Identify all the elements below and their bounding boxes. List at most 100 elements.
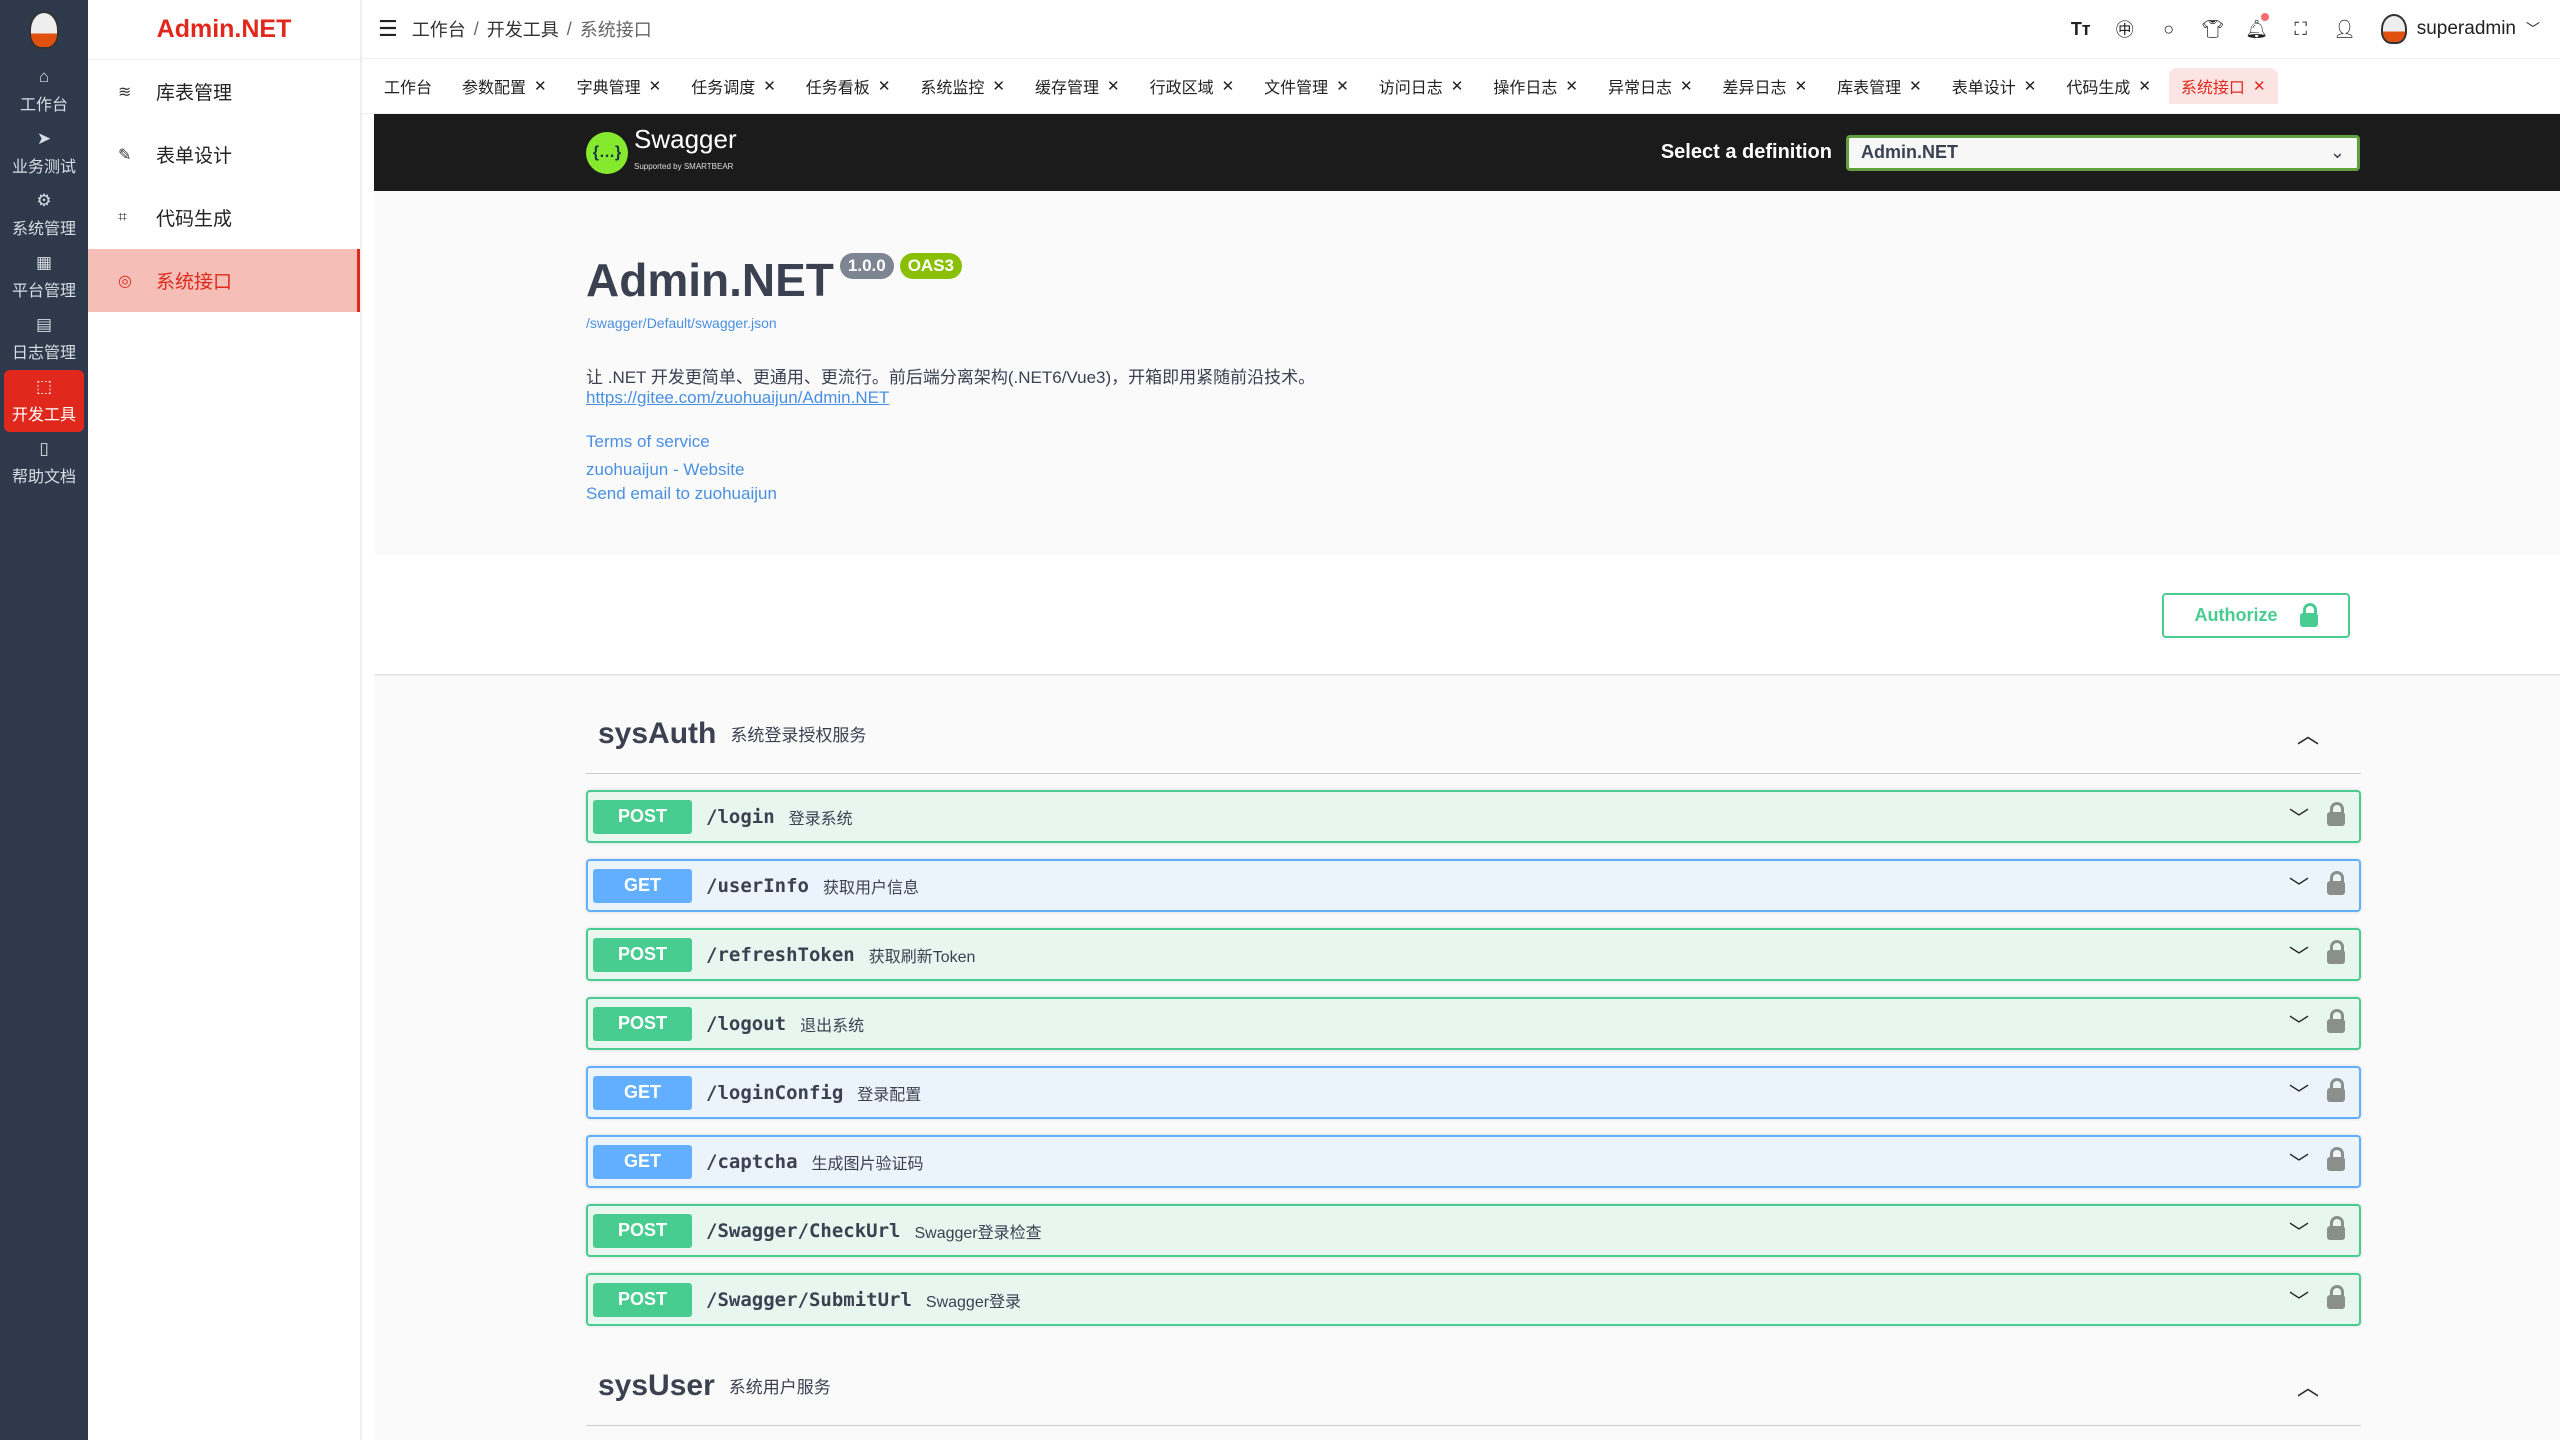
user-icon[interactable]: 👤︎ <box>2333 18 2357 39</box>
tab-12[interactable]: 差异日志 ✕ <box>1711 68 1820 104</box>
close-icon[interactable]: ✕ <box>1221 78 1235 95</box>
sidebar-item-label: 表单设计 <box>156 146 233 167</box>
close-icon[interactable]: ✕ <box>877 78 891 95</box>
sidebar-item-3[interactable]: ◎ 系统接口 <box>88 249 360 312</box>
lock-icon[interactable] <box>2327 1215 2345 1240</box>
authorize-button[interactable]: Authorize <box>2162 593 2350 638</box>
rail-item-4[interactable]: ▤ 日志管理 <box>4 308 84 370</box>
rail-item-3[interactable]: ▦ 平台管理 <box>4 246 84 308</box>
theme-shirt-icon[interactable]: 👕︎ <box>2201 18 2225 39</box>
tab-4[interactable]: 任务看板 ✕ <box>794 68 903 104</box>
tab-8[interactable]: 文件管理 ✕ <box>1252 68 1361 104</box>
email-link[interactable]: Send email to zuohuaijun <box>586 484 777 503</box>
rail-item-1[interactable]: ➤ 业务测试 <box>4 122 84 184</box>
operation-row[interactable]: GET/captcha 生成图片验证码 ﹀ <box>586 1135 2361 1188</box>
rail-item-0[interactable]: ⌂ 工作台 <box>4 60 84 122</box>
language-icon[interactable]: ㊥ <box>2115 20 2134 40</box>
bell-icon[interactable]: 🔔︎ <box>2235 12 2279 40</box>
search-icon[interactable]: ○ <box>2163 18 2175 39</box>
method-badge: POST <box>593 799 692 834</box>
close-icon[interactable]: ✕ <box>1794 78 1808 95</box>
font-size-icon[interactable]: Tт <box>2070 18 2091 39</box>
lock-icon[interactable] <box>2327 1077 2345 1102</box>
operation-row[interactable]: POST/logout 退出系统 ﹀ <box>586 997 2361 1050</box>
operation-row[interactable]: POST/Swagger/CheckUrl Swagger登录检查 ﹀ <box>586 1204 2361 1257</box>
chevron-up-icon[interactable]: ︿ <box>2296 722 2319 748</box>
rail-item-2[interactable]: ⚙ 系统管理 <box>4 184 84 246</box>
tab-13[interactable]: 库表管理 ✕ <box>1825 68 1934 104</box>
close-icon[interactable]: ✕ <box>992 78 1005 95</box>
lock-icon[interactable] <box>2327 1008 2345 1033</box>
menu-toggle-icon[interactable]: ☰ <box>378 16 398 41</box>
operation-path: /Swagger/SubmitUrl <box>706 1288 912 1311</box>
close-icon[interactable]: ✕ <box>1909 78 1922 95</box>
chevron-down-icon[interactable]: ﹀ <box>2289 877 2309 899</box>
chevron-down-icon[interactable]: ﹀ <box>2289 1084 2309 1106</box>
terms-link[interactable]: Terms of service <box>586 432 710 451</box>
chevron-down-icon: ﹀ <box>2526 21 2540 37</box>
tab-15[interactable]: 代码生成 ✕ <box>2054 68 2163 104</box>
tab-1[interactable]: 参数配置 ✕ <box>450 68 559 104</box>
chevron-down-icon: ⌄ <box>2329 142 2345 162</box>
operation-row[interactable]: POST/refreshToken 获取刷新Token ﹀ <box>586 928 2361 981</box>
rail-item-5[interactable]: ⬚ 开发工具 <box>4 370 84 432</box>
repo-link[interactable]: https://gitee.com/zuohuaijun/Admin.NET <box>586 388 890 407</box>
lock-icon[interactable] <box>2327 1284 2345 1309</box>
chevron-down-icon[interactable]: ﹀ <box>2289 1291 2309 1313</box>
operation-row[interactable]: GET/userInfo 获取用户信息 ﹀ <box>586 859 2361 912</box>
close-icon[interactable]: ✕ <box>763 78 776 95</box>
definition-select[interactable]: Admin.NET ⌄ <box>1846 134 2360 171</box>
operation-row[interactable]: POST/login 登录系统 ﹀ <box>586 790 2361 843</box>
tab-9[interactable]: 访问日志 ✕ <box>1367 68 1476 104</box>
sidebar-item-0[interactable]: ≋ 库表管理 <box>88 60 360 123</box>
tab-7[interactable]: 行政区域 ✕ <box>1138 68 1247 104</box>
chevron-down-icon[interactable]: ﹀ <box>2289 1015 2309 1037</box>
method-badge: GET <box>593 1144 692 1179</box>
close-icon[interactable]: ✕ <box>648 78 662 95</box>
rail-item-6[interactable]: ▯ 帮助文档 <box>4 432 84 494</box>
close-icon[interactable]: ✕ <box>1450 78 1464 95</box>
top-header: ☰ 工作台 / 开发工具 / 系统接口 Tт ㊥ ○ 👕︎ 🔔︎ ⛶ 👤︎ supe… <box>362 0 2560 59</box>
breadcrumb-item[interactable]: 开发工具 <box>486 20 559 40</box>
tab-0[interactable]: 工作台 <box>372 68 444 104</box>
close-icon[interactable]: ✕ <box>1679 78 1693 95</box>
fullscreen-icon[interactable]: ⛶ <box>2294 18 2308 39</box>
chevron-up-icon[interactable]: ︿ <box>2296 1374 2319 1400</box>
website-link[interactable]: zuohuaijun - Website <box>586 460 745 479</box>
close-icon[interactable]: ✕ <box>1565 78 1578 95</box>
operation-row[interactable]: GET/loginConfig 登录配置 ﹀ <box>586 1066 2361 1119</box>
tag-header-sysUser[interactable]: sysUser 系统用户服务 ︿ <box>586 1346 2361 1426</box>
close-icon[interactable]: ✕ <box>1107 78 1120 95</box>
tab-2[interactable]: 字典管理 ✕ <box>565 68 674 104</box>
lock-icon[interactable] <box>2327 870 2345 895</box>
breadcrumb-item[interactable]: 工作台 <box>411 20 466 40</box>
sidebar-item-2[interactable]: ⌗ 代码生成 <box>88 186 360 249</box>
tab-16[interactable]: 系统接口 ✕ <box>2168 68 2278 104</box>
user-menu[interactable]: superadmin ﹀ <box>2380 14 2540 44</box>
lock-icon[interactable] <box>2327 801 2345 826</box>
close-icon[interactable]: ✕ <box>2138 78 2151 95</box>
tab-label: 代码生成 <box>2066 80 2131 97</box>
chevron-down-icon[interactable]: ﹀ <box>2289 808 2309 830</box>
tab-label: 参数配置 <box>462 80 527 97</box>
lock-icon[interactable] <box>2327 939 2345 964</box>
tab-6[interactable]: 缓存管理 ✕ <box>1023 68 1132 104</box>
close-icon[interactable]: ✕ <box>2252 78 2266 95</box>
tab-14[interactable]: 表单设计 ✕ <box>1940 68 2049 104</box>
chevron-down-icon[interactable]: ﹀ <box>2289 946 2309 968</box>
sidebar-item-1[interactable]: ✎ 表单设计 <box>88 123 360 186</box>
close-icon[interactable]: ✕ <box>2023 78 2037 95</box>
spec-url-link[interactable]: /swagger/Default/swagger.json <box>586 315 777 331</box>
lock-icon[interactable] <box>2327 1146 2345 1171</box>
chevron-down-icon[interactable]: ﹀ <box>2289 1153 2309 1175</box>
tab-11[interactable]: 异常日志 ✕ <box>1596 68 1705 104</box>
rail-item-label: 系统管理 <box>11 221 76 238</box>
tag-header-sysAuth[interactable]: sysAuth 系统登录授权服务 ︿ <box>586 694 2361 774</box>
close-icon[interactable]: ✕ <box>1336 78 1349 95</box>
operation-row[interactable]: POST/Swagger/SubmitUrl Swagger登录 ﹀ <box>586 1273 2361 1326</box>
tab-5[interactable]: 系统监控 ✕ <box>908 68 1017 104</box>
tab-3[interactable]: 任务调度 ✕ <box>679 68 788 104</box>
tab-10[interactable]: 操作日志 ✕ <box>1481 68 1590 104</box>
close-icon[interactable]: ✕ <box>534 78 547 95</box>
chevron-down-icon[interactable]: ﹀ <box>2289 1222 2309 1244</box>
